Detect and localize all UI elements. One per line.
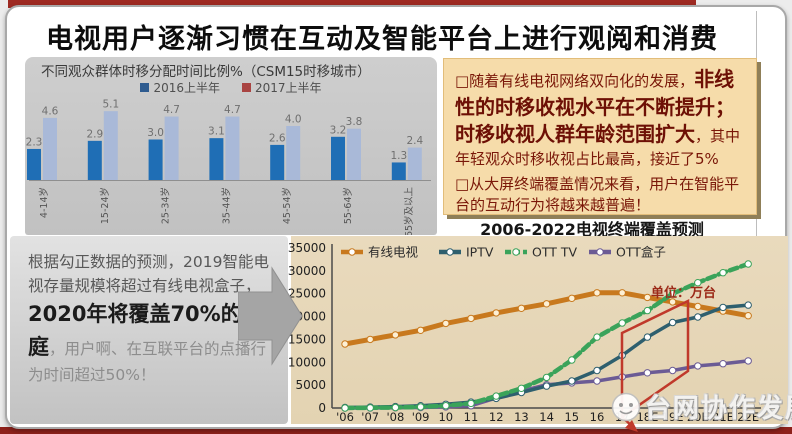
svg-text:11: 11 [464, 410, 479, 424]
bar-legend-item: 2017上半年 [242, 79, 322, 96]
svg-text:'09: '09 [412, 410, 430, 424]
line-chart-panel: 0 5000 10000 15000 20000 25000 30000 35000'06'0… [288, 236, 792, 432]
line-chart: 05000100001500020000250003000035000'06'0… [288, 241, 761, 432]
svg-text:55-64岁: 55-64岁 [342, 187, 354, 224]
svg-text:'07: '07 [361, 410, 379, 424]
slide-edge-divider [756, 11, 757, 423]
svg-text:3.0: 3.0 [147, 127, 164, 139]
page-title: 电视用户逐渐习惯在互动及智能平台上进行观阅和消费 [46, 24, 718, 55]
svg-text:2.9: 2.9 [86, 128, 103, 140]
svg-text:2.3: 2.3 [26, 136, 43, 148]
svg-text:25-34岁: 25-34岁 [160, 187, 172, 224]
svg-text:2.4: 2.4 [406, 135, 423, 147]
watermark: 台网协作发展 [611, 388, 792, 425]
bar-legend-item: 2016上半年 [140, 79, 220, 96]
svg-text:有线电视: 有线电视 [368, 245, 419, 260]
bottom-accent-strip [0, 427, 792, 434]
svg-text:4.7: 4.7 [224, 104, 241, 116]
line-chart-title: 2006-2022电视终端覆盖预测 [480, 220, 704, 239]
svg-text:IPTV: IPTV [466, 245, 494, 260]
svg-text:14: 14 [539, 410, 554, 424]
svg-text:15-24岁: 15-24岁 [99, 187, 111, 224]
prediction-box: 根据勾正数据的预测，2019智能电视存量规模将超过有线电视盒子， 2020年将覆盖… [10, 236, 288, 424]
top-accent-strip [8, 0, 696, 8]
svg-text:13: 13 [514, 410, 529, 424]
svg-text:35-44岁: 35-44岁 [220, 187, 232, 224]
svg-text:45-54岁: 45-54岁 [281, 187, 293, 224]
svg-text:4-14岁: 4-14岁 [38, 187, 50, 218]
svg-text:22E: 22E [737, 410, 759, 424]
svg-text:16: 16 [590, 410, 605, 424]
svg-text:18E: 18E [636, 410, 658, 424]
svg-text:21E: 21E [712, 410, 734, 424]
svg-text:单位：万台: 单位：万台 [651, 285, 716, 301]
svg-text:15: 15 [564, 410, 579, 424]
svg-text:25000: 25000 [288, 287, 326, 301]
legend-swatch-icon [140, 82, 150, 92]
svg-text:OTT TV: OTT TV [532, 245, 577, 260]
svg-text:12: 12 [489, 410, 504, 424]
svg-text:2.6: 2.6 [269, 132, 286, 144]
svg-text:4.0: 4.0 [285, 114, 302, 126]
bar-chart-title: 不同观众群体时移分配时间比例%（CSM15时移城市） [41, 64, 371, 80]
watermark-logo-icon [611, 392, 641, 421]
insight-box: □随着有线电视网络双向化的发展，非线性的时移收视水平在不断提升；时移收视人群年龄… [443, 58, 757, 215]
bar-chart-panel: 不同观众群体时移分配时间比例%（CSM15时移城市） 2016上半年 2017上半… [25, 57, 437, 235]
svg-text:0: 0 [318, 401, 326, 415]
prediction-intro: 根据勾正数据的预测，2019智能电视存量规模将超过有线电视盒子， [28, 253, 269, 296]
legend-swatch-icon [242, 82, 251, 92]
svg-text:10: 10 [438, 410, 453, 424]
svg-text:3.2: 3.2 [330, 124, 347, 136]
svg-text:4.6: 4.6 [42, 105, 59, 117]
bar-chart: 2.3 4.6 4-14岁 2.9 5.1 15-24岁 3.0 4.7 25-34岁 3.1 4.… [26, 99, 431, 235]
prediction-tail: ，用户啊、在互联平台的点播行为时间超过50%！ [28, 339, 267, 385]
svg-text:20E: 20E [687, 410, 709, 424]
slide-card: 电视用户逐渐习惯在互动及智能平台上进行观阅和消费 不同观众群体时移分配时间比例%… [5, 5, 792, 432]
svg-text:5.1: 5.1 [102, 99, 119, 111]
bar-chart-legend: 2016上半年 2017上半年 [25, 79, 437, 96]
svg-text:65岁及以上: 65岁及以上 [403, 187, 415, 235]
svg-text:19E: 19E [662, 410, 684, 424]
svg-text:3.8: 3.8 [346, 116, 363, 128]
svg-text:35000: 35000 [288, 241, 326, 255]
insight-text: □随着有线电视网络双向化的发展， [455, 72, 695, 90]
right-arrow-icon [238, 266, 302, 366]
svg-text:10000: 10000 [288, 355, 326, 369]
insight-paragraph-2: □从大屏终端覆盖情况来看，用户在智能平台的互动行为将越来越普遍！ [455, 175, 740, 215]
prediction-text: 根据勾正数据的预测，2019智能电视存量规模将超过有线电视盒子， 2020年将覆盖… [28, 250, 274, 387]
svg-text:15000: 15000 [288, 332, 326, 346]
svg-text:OTT盒子: OTT盒子 [616, 245, 666, 260]
prediction-highlight: 2020年将覆盖70%的家庭 [28, 302, 263, 359]
svg-text:4.7: 4.7 [163, 104, 180, 116]
svg-text:30000: 30000 [288, 264, 326, 278]
watermark-text: 台网协作发展 [645, 394, 792, 424]
insight-text: ，其中年轻观众时移收视占比最高，接近了5% [455, 127, 741, 168]
svg-text:'06: '06 [336, 410, 354, 424]
svg-text:'08: '08 [387, 410, 405, 424]
svg-text:1.3: 1.3 [390, 150, 407, 162]
svg-text:5000: 5000 [295, 378, 326, 392]
insight-paragraph-1: □随着有线电视网络双向化的发展，非线性的时移收视水平在不断提升；时移收视人群年龄… [455, 66, 745, 169]
svg-text:3.1: 3.1 [208, 126, 225, 138]
insight-highlight: 非线性的时移收视水平在不断提升；时移收视人群年龄范围扩大 [455, 67, 735, 147]
